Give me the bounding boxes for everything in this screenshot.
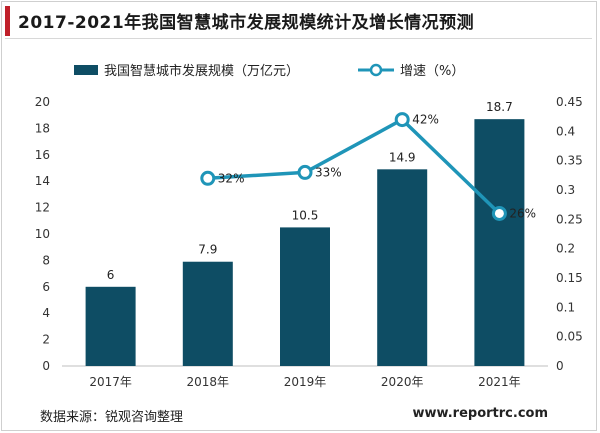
x-tick-label: 2018年 (187, 375, 230, 389)
y-right-tick-label: 0.3 (556, 183, 575, 197)
growth-line (207, 117, 501, 215)
line-data-label: 42% (412, 113, 439, 127)
legend-label-line: 增速（%） (400, 64, 465, 79)
title-accent-bar (5, 6, 10, 36)
y-right-tick-label: 0.1 (556, 300, 575, 314)
bar-swatch-icon (74, 64, 98, 75)
line-point (297, 164, 313, 180)
x-tick-label: 2019年 (284, 375, 327, 389)
y-left-tick-label: 14 (35, 174, 50, 188)
y-right-tick-label: 0.35 (556, 154, 583, 168)
y-left-tick-label: 6 (42, 280, 50, 294)
x-tick-label: 2020年 (381, 375, 424, 389)
chart-title: 2017-2021年我国智慧城市发展规模统计及增长情况预测 (18, 13, 475, 33)
y-left-tick-label: 18 (35, 121, 50, 135)
x-tick-label: 2021年 (478, 375, 521, 389)
y-right-tick-label: 0.45 (556, 95, 583, 109)
line-point (394, 112, 410, 128)
website-url: www.reportrc.com (412, 406, 548, 421)
bar (474, 119, 525, 366)
title-divider (5, 38, 592, 39)
y-left-tick-label: 20 (35, 95, 50, 109)
bar (377, 169, 428, 366)
y-left-tick-label: 16 (35, 148, 50, 162)
y-right-tick-label: 0.4 (556, 124, 575, 138)
x-tick-label: 2017年 (89, 375, 132, 389)
y-left-tick-label: 10 (35, 227, 50, 241)
y-left-tick-label: 2 (42, 333, 50, 347)
line-point (491, 205, 507, 221)
y-left-tick-label: 8 (42, 253, 50, 267)
bar-data-label: 6 (107, 268, 115, 282)
y-right-tick-label: 0.2 (556, 242, 575, 256)
y-left-tick-label: 4 (42, 306, 50, 320)
bar (280, 227, 330, 366)
legend-label-bar: 我国智慧城市发展规模（万亿元） (104, 64, 300, 79)
bar-data-label: 14.9 (389, 150, 416, 164)
line-data-label: 33% (315, 165, 342, 179)
bar-data-label: 7.9 (198, 243, 217, 257)
source-note: 数据来源：锐观咨询整理 (40, 410, 184, 425)
y-left-tick-label: 12 (35, 201, 50, 215)
bar-data-label: 10.5 (292, 208, 319, 222)
legend-item-line: 增速（%） (358, 60, 464, 79)
line-point (200, 170, 216, 186)
line-data-label: 32% (218, 171, 245, 185)
bar (85, 286, 136, 366)
bar (182, 261, 233, 366)
y-right-tick-label: 0.25 (556, 212, 583, 226)
line-data-label: 26% (509, 206, 536, 220)
y-right-tick-label: 0 (556, 359, 564, 373)
legend-item-bar: 我国智慧城市发展规模（万亿元） (74, 60, 299, 79)
bar-data-label: 18.7 (486, 100, 513, 114)
y-right-tick-label: 0.05 (556, 330, 583, 344)
y-right-tick-label: 0.15 (556, 271, 583, 285)
line-marker-swatch-icon (358, 63, 394, 76)
y-left-tick-label: 0 (42, 359, 50, 373)
